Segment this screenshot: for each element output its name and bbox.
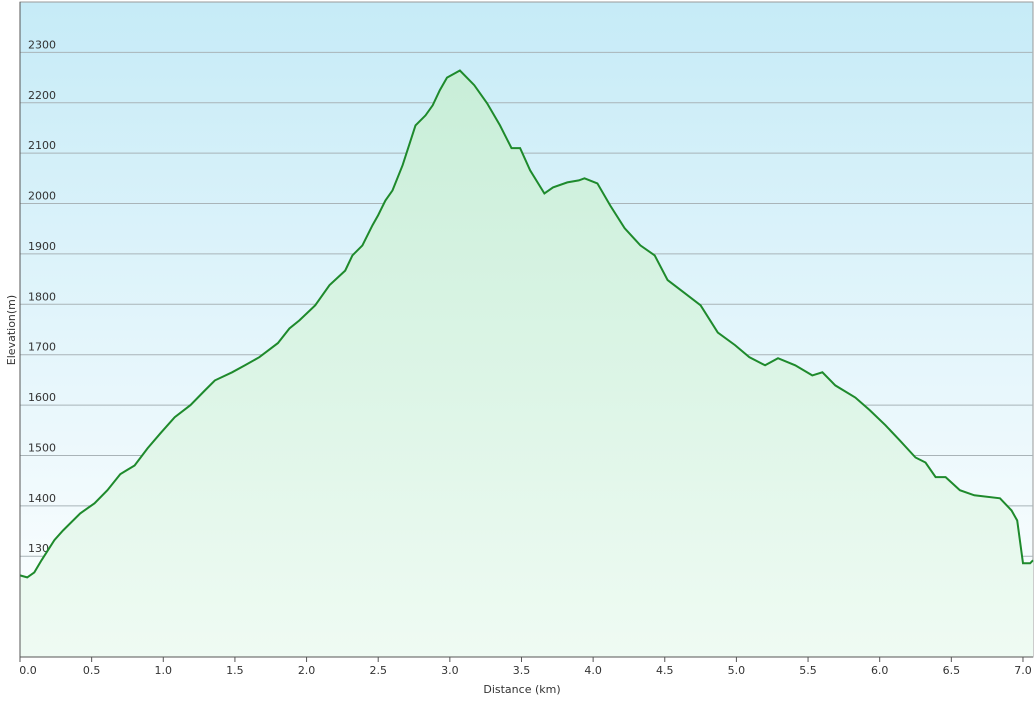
area-fill xyxy=(20,70,1033,657)
x-tick-label: 1.0 xyxy=(155,664,173,677)
x-tick-label: 5.0 xyxy=(728,664,746,677)
y-tick-label: 1400 xyxy=(28,492,56,505)
x-tick-label: 4.5 xyxy=(656,664,674,677)
elevation-line xyxy=(19,69,1034,579)
y-tick-label: 2200 xyxy=(28,89,56,102)
y-tick-label: 2000 xyxy=(28,190,56,203)
y-tick-label: 1700 xyxy=(28,341,56,354)
x-tick-label: 1.5 xyxy=(226,664,244,677)
x-tick-label: 5.5 xyxy=(799,664,817,677)
x-tick-label: 2.0 xyxy=(298,664,316,677)
x-tick-label: 3.0 xyxy=(441,664,459,677)
x-tick-label: 6.0 xyxy=(871,664,889,677)
x-tick-label: 7.0 xyxy=(1014,664,1032,677)
y-tick-label: 1600 xyxy=(28,391,56,404)
y-tick-label: 2100 xyxy=(28,139,56,152)
y-tick-label: 1900 xyxy=(28,240,56,253)
x-tick-label: 0.0 xyxy=(19,664,37,677)
x-axis-label: Distance (km) xyxy=(483,683,560,696)
x-tick-label: 6.5 xyxy=(943,664,961,677)
y-tick-label: 1500 xyxy=(28,441,56,454)
y-tick-label: 1800 xyxy=(28,290,56,303)
x-tick-label: 0.5 xyxy=(83,664,101,677)
y-tick-label: 2300 xyxy=(28,38,56,51)
x-tick-label: 3.5 xyxy=(513,664,531,677)
x-tick-label: 2.5 xyxy=(369,664,387,677)
y-axis-label: Elevation(m) xyxy=(5,295,18,365)
x-tick-label: 4.0 xyxy=(584,664,602,677)
